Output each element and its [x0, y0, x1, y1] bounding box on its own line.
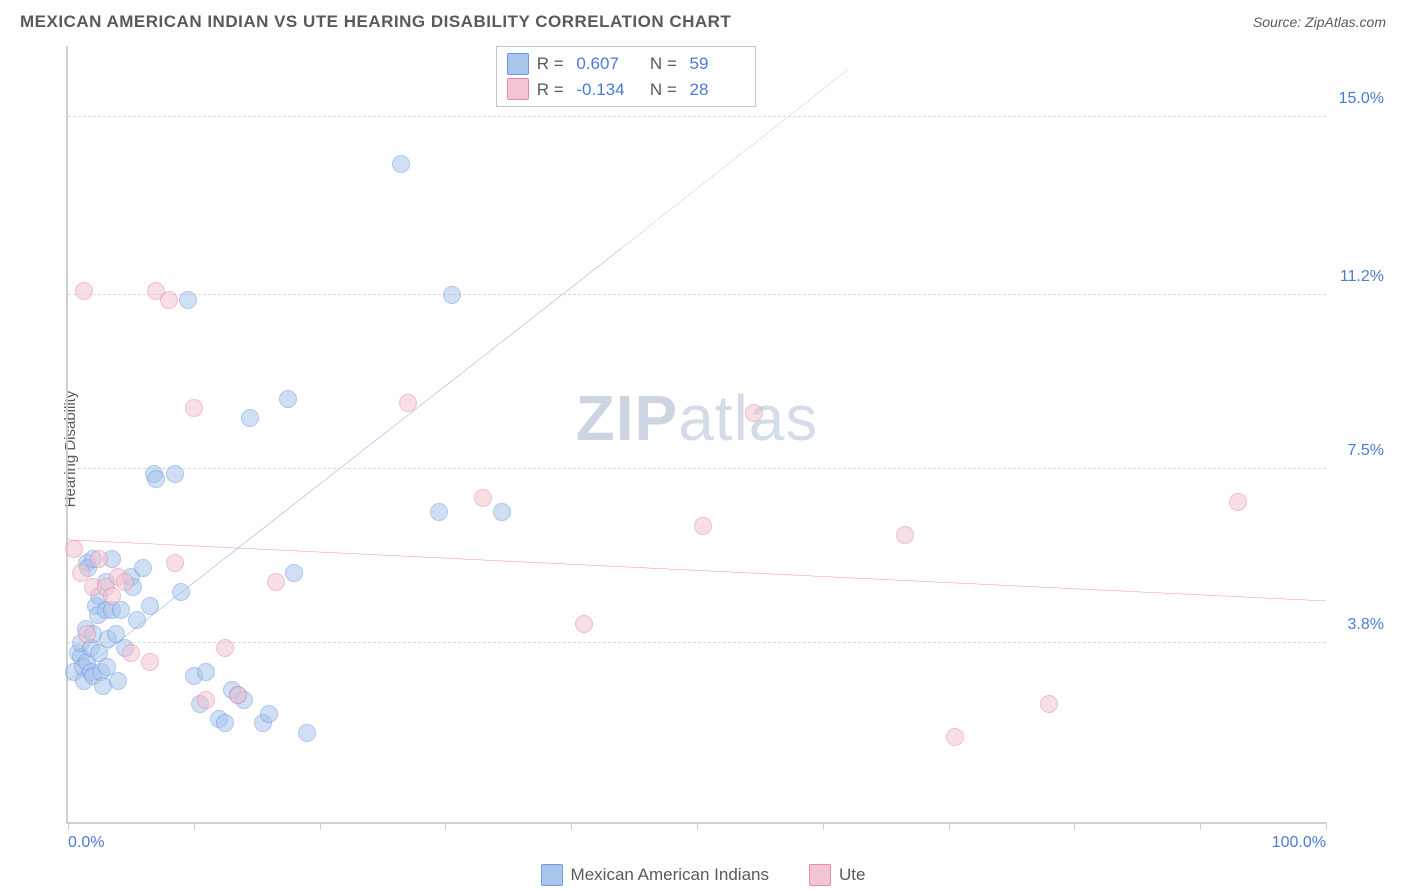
scatter-point [474, 489, 492, 507]
scatter-point [172, 583, 190, 601]
legend-label: Ute [839, 865, 865, 885]
scatter-point [241, 409, 259, 427]
x-tick [445, 822, 446, 830]
trend-lines [68, 46, 1326, 822]
x-tick [1200, 822, 1201, 830]
bottom-legend: Mexican American Indians Ute [0, 864, 1406, 886]
scatter-point [298, 724, 316, 742]
scatter-point [694, 517, 712, 535]
legend-swatch [507, 53, 529, 75]
y-tick-label: 11.2% [1340, 268, 1384, 286]
scatter-point [399, 394, 417, 412]
scatter-point [166, 554, 184, 572]
legend-swatch [507, 78, 529, 100]
scatter-point [65, 540, 83, 558]
x-tick-label: 100.0% [1272, 834, 1326, 852]
legend-r-label: R = [537, 51, 569, 77]
legend-r-label: R = [537, 77, 569, 103]
legend-n-value: 59 [689, 51, 745, 77]
scatter-point [160, 291, 178, 309]
legend-stat-row: R = -0.134 N = 28 [507, 77, 746, 103]
grid-line [68, 468, 1326, 469]
x-tick [1326, 822, 1327, 830]
scatter-point [122, 644, 140, 662]
source-label: Source: ZipAtlas.com [1253, 14, 1386, 30]
y-tick-label: 3.8% [1348, 616, 1384, 634]
scatter-point [443, 286, 461, 304]
scatter-point [197, 691, 215, 709]
legend-r-value: 0.607 [576, 51, 632, 77]
scatter-point [78, 625, 96, 643]
title-bar: MEXICAN AMERICAN INDIAN VS UTE HEARING D… [0, 0, 1406, 40]
grid-line [68, 116, 1326, 117]
scatter-point [260, 705, 278, 723]
scatter-point [575, 615, 593, 633]
scatter-point [392, 155, 410, 173]
scatter-point [216, 714, 234, 732]
plot-region: ZIPatlas R = 0.607 N = 59R = -0.134 N = … [66, 46, 1326, 824]
scatter-point [430, 503, 448, 521]
watermark-zip: ZIP [576, 382, 679, 454]
scatter-point [745, 404, 763, 422]
scatter-point [103, 587, 121, 605]
scatter-point [493, 503, 511, 521]
scatter-point [896, 526, 914, 544]
x-tick [823, 822, 824, 830]
grid-line [68, 294, 1326, 295]
x-tick [194, 822, 195, 830]
scatter-point [1229, 493, 1247, 511]
scatter-point [116, 573, 134, 591]
legend-stats-box: R = 0.607 N = 59R = -0.134 N = 28 [496, 46, 757, 107]
chart-title: MEXICAN AMERICAN INDIAN VS UTE HEARING D… [20, 12, 731, 32]
scatter-point [179, 291, 197, 309]
x-tick [320, 822, 321, 830]
legend-item: Mexican American Indians [541, 864, 769, 886]
scatter-point [185, 399, 203, 417]
scatter-point [141, 597, 159, 615]
scatter-point [216, 639, 234, 657]
scatter-point [128, 611, 146, 629]
legend-swatch [541, 864, 563, 886]
x-tick [949, 822, 950, 830]
y-tick-label: 15.0% [1339, 90, 1384, 108]
scatter-point [197, 663, 215, 681]
scatter-point [134, 559, 152, 577]
scatter-point [229, 686, 247, 704]
scatter-point [90, 550, 108, 568]
legend-item: Ute [809, 864, 865, 886]
scatter-point [147, 470, 165, 488]
scatter-point [166, 465, 184, 483]
x-tick [1074, 822, 1075, 830]
scatter-point [109, 672, 127, 690]
scatter-point [285, 564, 303, 582]
scatter-point [1040, 695, 1058, 713]
x-tick [697, 822, 698, 830]
y-tick-label: 7.5% [1348, 442, 1384, 460]
scatter-point [267, 573, 285, 591]
scatter-point [946, 728, 964, 746]
legend-swatch [809, 864, 831, 886]
x-tick-label: 0.0% [68, 834, 104, 852]
legend-n-label: N = [640, 77, 681, 103]
legend-stat-row: R = 0.607 N = 59 [507, 51, 746, 77]
x-tick [571, 822, 572, 830]
scatter-point [141, 653, 159, 671]
legend-n-label: N = [640, 51, 681, 77]
scatter-point [279, 390, 297, 408]
x-tick [68, 822, 69, 830]
watermark: ZIPatlas [576, 381, 819, 455]
chart-area: Hearing Disability ZIPatlas R = 0.607 N … [20, 46, 1386, 852]
grid-line [68, 642, 1326, 643]
legend-r-value: -0.134 [576, 77, 632, 103]
scatter-point [75, 282, 93, 300]
legend-n-value: 28 [689, 77, 745, 103]
legend-label: Mexican American Indians [571, 865, 769, 885]
